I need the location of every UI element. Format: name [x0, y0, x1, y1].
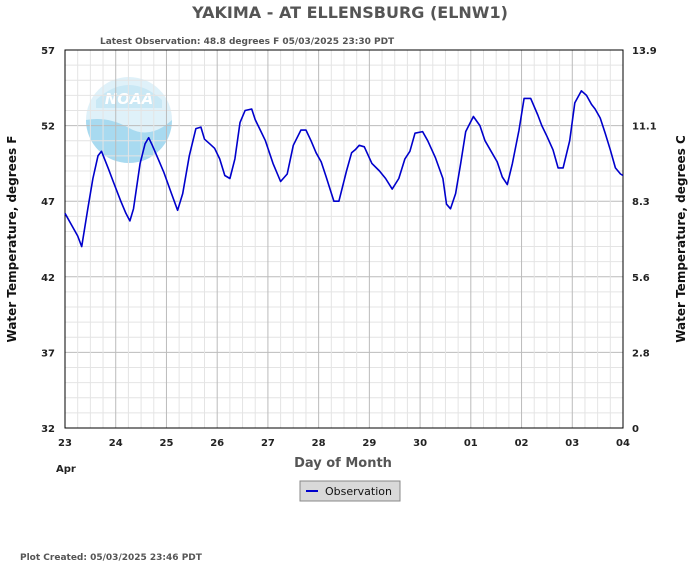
- y-tick-label-left: 47: [41, 197, 55, 208]
- noaa-logo-text: NOAA: [105, 90, 154, 108]
- x-tick-label: 27: [261, 438, 275, 449]
- y-tick-label-left: 37: [41, 348, 55, 359]
- x-tick-label: 25: [159, 438, 173, 449]
- y-ticks-right: 0 2.8 5.6 8.3 11.1 13.9: [632, 46, 657, 435]
- grid-lines: [65, 50, 623, 428]
- y-tick-label-right: 2.8: [632, 348, 650, 359]
- latest-observation: Latest Observation: 48.8 degrees F 05/03…: [100, 37, 395, 47]
- y-tick-label-right: 5.6: [632, 273, 650, 284]
- x-tick-label: 03: [565, 438, 579, 449]
- y-tick-label-left: 42: [41, 273, 55, 284]
- y-tick-label-right: 8.3: [632, 197, 650, 208]
- x-tick-label: 04: [616, 438, 630, 449]
- x-tick-label: 02: [515, 438, 529, 449]
- y-tick-label-right: 0: [632, 424, 639, 435]
- y-tick-label-left: 57: [41, 46, 55, 57]
- x-tick-label: 28: [312, 438, 326, 449]
- plot-frame: [64, 49, 624, 429]
- chart-title: YAKIMA - AT ELLENSBURG (ELNW1): [191, 3, 508, 22]
- x-tick-label: 30: [413, 438, 427, 449]
- legend-label-observation: Observation: [325, 485, 392, 498]
- x-tick-label: 26: [210, 438, 224, 449]
- y-ticks-left: 32 37 42 47 52 57: [41, 46, 55, 435]
- x-axis-label: Day of Month: [294, 456, 392, 471]
- x-ticks: 23 24 25 26 27 28 29 30 01 02 03 04: [58, 438, 630, 449]
- x-tick-label: 29: [362, 438, 376, 449]
- y-tick-label-left: 52: [41, 122, 55, 133]
- legend-box: [299, 480, 401, 502]
- plot-created: Plot Created: 05/03/2025 23:46 PDT: [20, 553, 203, 563]
- y-axis-label-left: Water Temperature, degrees F: [5, 136, 19, 343]
- y-tick-label-left: 32: [41, 424, 55, 435]
- x-tick-label: 24: [109, 438, 123, 449]
- x-tick-label: 01: [464, 438, 478, 449]
- legend: Observation: [299, 480, 401, 502]
- noaa-logo: NOAA: [86, 77, 172, 163]
- series-observation: [64, 90, 624, 248]
- y-tick-label-right: 11.1: [632, 122, 657, 133]
- y-axis-label-right: Water Temperature, degrees C: [674, 135, 688, 343]
- month-label: Apr: [56, 464, 76, 475]
- x-tick-label: 23: [58, 438, 72, 449]
- y-tick-label-right: 13.9: [632, 46, 657, 57]
- series-line-observation: [64, 90, 624, 248]
